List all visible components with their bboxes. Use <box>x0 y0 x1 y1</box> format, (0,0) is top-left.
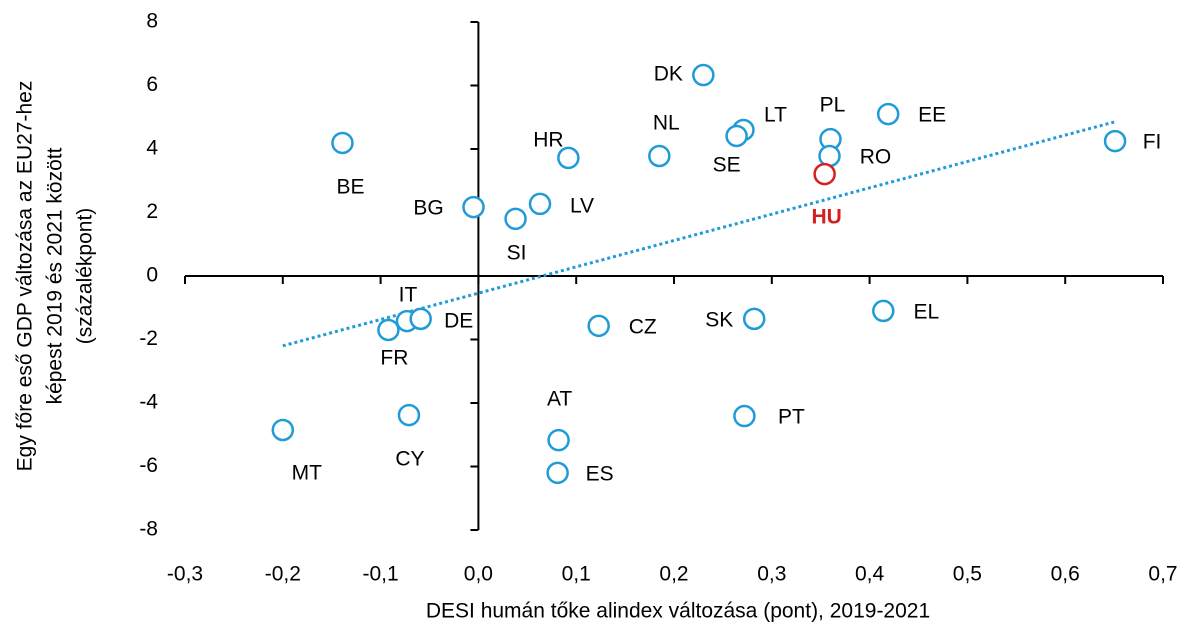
point <box>876 102 900 126</box>
point <box>587 314 610 338</box>
point <box>546 461 569 485</box>
point-label: EL <box>913 300 939 323</box>
point-label: RO <box>860 146 892 169</box>
y-tick-label: -6 <box>139 454 158 477</box>
point-label: SI <box>507 241 527 264</box>
x-tick-label: 0,6 <box>1051 563 1080 586</box>
y-axis-title-line: (százalékpont) <box>74 208 97 345</box>
point-label: FR <box>380 347 408 370</box>
x-tick-label: -0,2 <box>265 563 301 586</box>
x-axis-title: DESI humán tőke alindex változása (pont)… <box>426 600 930 623</box>
y-tick-label: 6 <box>146 73 158 96</box>
point <box>397 403 421 427</box>
point-label: FI <box>1143 131 1162 154</box>
point-label: SK <box>705 308 733 331</box>
point-label: CZ <box>629 315 657 338</box>
x-tick-label: -0,1 <box>363 563 399 586</box>
point <box>818 144 841 168</box>
point-label: LT <box>764 103 787 126</box>
point-label: DE <box>444 309 473 332</box>
y-tick-label: -4 <box>139 391 158 414</box>
point-label: BE <box>336 176 364 199</box>
y-axis-title-line: Egy főre eső GDP változása az EU27-hez <box>14 81 37 472</box>
point <box>648 144 671 168</box>
point <box>813 162 836 186</box>
point-label: NL <box>653 112 680 135</box>
point <box>872 299 895 323</box>
point-label: DK <box>654 63 683 86</box>
point <box>271 418 295 442</box>
point-label: AT <box>547 388 572 411</box>
x-tick-label: 0,0 <box>464 563 493 586</box>
point <box>692 63 715 87</box>
x-tick-label: 0,4 <box>855 563 885 586</box>
y-tick-label: 4 <box>146 137 158 160</box>
point-label: ES <box>586 462 614 485</box>
x-tick-label: 0,3 <box>757 563 786 586</box>
point-label: EE <box>918 104 946 127</box>
y-tick-label: 0 <box>146 264 158 287</box>
y-axis-title-line: képest 2019 és 2021 között <box>44 147 67 404</box>
x-tick-label: 0,1 <box>562 563 591 586</box>
y-tick-label: -8 <box>139 518 158 541</box>
point <box>462 195 485 219</box>
point-label: MT <box>292 462 322 485</box>
point-label: BG <box>413 197 443 220</box>
y-tick-label: -2 <box>139 327 158 350</box>
point <box>1103 129 1127 153</box>
y-tick-label: 8 <box>146 10 158 33</box>
point <box>528 192 552 216</box>
y-tick-label: 2 <box>146 200 158 223</box>
point-label: HU <box>811 206 841 229</box>
point <box>742 307 766 331</box>
point <box>733 404 756 428</box>
point-label: PT <box>778 406 805 429</box>
point <box>725 124 748 148</box>
x-tick-label: 0,5 <box>953 563 982 586</box>
point-label: IT <box>399 284 418 307</box>
point-label: PL <box>820 94 846 117</box>
x-tick-label: -0,3 <box>167 563 203 586</box>
point <box>409 307 432 331</box>
point-label: HR <box>533 128 563 151</box>
y-axis-title: Egy főre eső GDP változása az EU27-hez k… <box>14 81 97 472</box>
point <box>547 428 570 452</box>
point <box>557 146 580 170</box>
x-tick-label: 0,2 <box>659 563 688 586</box>
x-tick-label: 0,7 <box>1148 563 1177 586</box>
point-label: LV <box>570 194 594 217</box>
point <box>504 207 527 231</box>
point <box>331 131 354 155</box>
point-label: CY <box>395 448 424 471</box>
point <box>377 318 400 342</box>
point-label: SE <box>713 154 741 177</box>
